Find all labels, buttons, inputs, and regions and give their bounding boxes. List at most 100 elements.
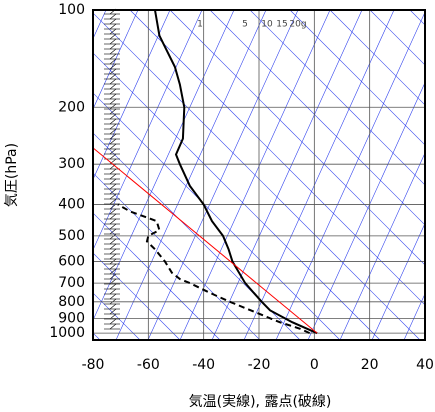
adiabat <box>93 52 381 340</box>
x-axis-label: 気温(実線), 露点(破線) <box>189 394 332 410</box>
adiabat <box>93 92 341 340</box>
barb-flag <box>109 38 117 45</box>
x-tick-label: 40 <box>416 357 434 373</box>
plot-frame <box>92 9 426 341</box>
y-tick-label: 1000 <box>49 325 85 341</box>
barb-flag <box>109 273 117 280</box>
isotherm <box>115 10 267 340</box>
barb-flag <box>109 198 117 205</box>
y-tick-label: 800 <box>58 294 85 310</box>
barb-flag <box>109 223 117 230</box>
x-tick-label: -20 <box>248 357 271 373</box>
adiabat <box>129 10 425 306</box>
isotherm <box>211 10 363 340</box>
adiabat <box>169 10 425 266</box>
y-tick-label: 900 <box>58 310 85 326</box>
barb-flag <box>109 43 117 50</box>
profile-line <box>117 203 311 335</box>
barb-flag <box>109 138 117 145</box>
barb-flag <box>109 68 117 75</box>
isotherm <box>339 152 425 340</box>
annotation: 15 <box>276 20 287 30</box>
annotation: 10 <box>261 20 273 30</box>
annotation: 20g <box>289 20 306 30</box>
barb-flag <box>109 173 117 180</box>
x-tick-label: 20 <box>361 357 379 373</box>
barb-flag <box>109 103 117 110</box>
barb-flag <box>109 13 117 20</box>
adiabat <box>93 12 421 340</box>
adiabat <box>93 172 261 340</box>
barb-flag <box>109 88 117 95</box>
background-lines <box>93 10 425 340</box>
barb-flag <box>109 98 117 105</box>
barb-flag <box>109 228 117 235</box>
barb-flag <box>109 133 117 140</box>
barb-flag <box>109 163 117 170</box>
barb-flag <box>109 268 117 275</box>
barb-flag <box>109 208 117 215</box>
barb-flag <box>109 113 117 120</box>
barb-flag <box>109 233 117 240</box>
y-tick-label: 400 <box>58 197 85 213</box>
profile-line <box>93 147 318 334</box>
y-axis-label: 気圧(hPa) <box>4 143 20 207</box>
barb-flag <box>109 78 117 85</box>
isotherm <box>307 81 425 340</box>
adiabat <box>249 10 425 186</box>
barb-flag <box>109 148 117 155</box>
barb-flag <box>109 33 117 40</box>
barb-flag <box>109 283 117 290</box>
barb-flag <box>109 323 117 330</box>
barb-flag <box>109 83 117 90</box>
adiabat <box>209 10 425 226</box>
annotation: 1 <box>197 20 203 30</box>
y-tick-label: 600 <box>58 253 85 269</box>
barb-flag <box>109 128 117 135</box>
barb-flag <box>109 303 117 310</box>
y-tick-label: 200 <box>58 99 85 115</box>
barb-flag <box>109 63 117 70</box>
x-tick-label: -80 <box>82 357 105 373</box>
x-tick-label: -40 <box>192 357 215 373</box>
x-tick-label: -60 <box>137 357 160 373</box>
x-tick-label: 0 <box>310 357 319 373</box>
isotherm <box>93 10 139 110</box>
isotherm <box>371 222 425 340</box>
barb-flag <box>109 153 117 160</box>
barb-flag <box>109 253 117 260</box>
adiabat <box>289 10 425 146</box>
barb-flag <box>109 243 117 250</box>
isotherm <box>275 11 425 340</box>
adiabat <box>409 10 425 26</box>
y-tick-label: 700 <box>58 275 85 291</box>
barb-flag <box>109 48 117 55</box>
isotherm <box>93 10 203 251</box>
adiabat <box>93 212 221 340</box>
barb-flag <box>109 193 117 200</box>
adiabat <box>93 252 181 340</box>
barb-flag <box>109 143 117 150</box>
barb-flag <box>109 293 117 300</box>
barb-flag <box>109 178 117 185</box>
barb-flag <box>109 53 117 60</box>
barb-flag <box>109 118 117 125</box>
adiabat <box>93 132 301 340</box>
y-tick-label: 300 <box>58 156 85 172</box>
adiabat <box>329 10 425 106</box>
barb-flag <box>109 288 117 295</box>
barb-flag <box>109 58 117 65</box>
isotherm <box>243 10 395 340</box>
isotherm <box>93 10 235 321</box>
barb-flag <box>109 108 117 115</box>
barb-flag <box>109 318 117 325</box>
profile-line <box>153 10 318 335</box>
y-tick-label: 500 <box>58 228 85 244</box>
barb-flag <box>109 28 117 35</box>
barb-flag <box>109 123 117 130</box>
barb-flag <box>109 238 117 245</box>
barb-flag <box>109 93 117 100</box>
barb-flag <box>109 168 117 175</box>
wind-barbs <box>104 8 120 330</box>
